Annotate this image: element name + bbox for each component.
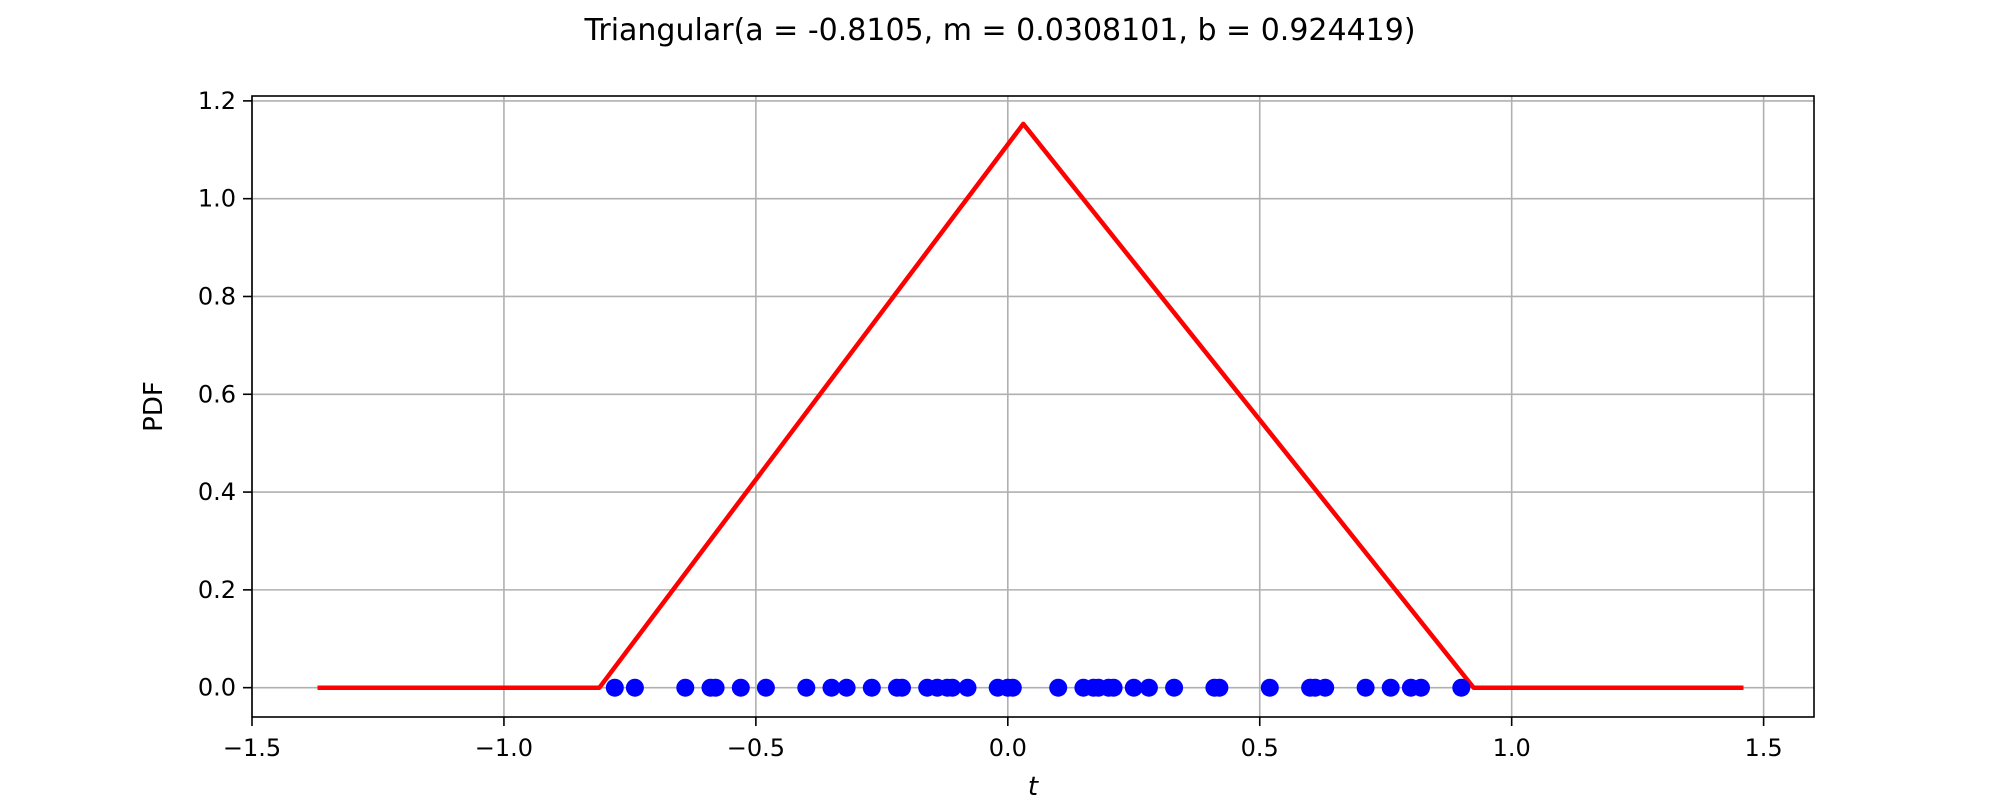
y-tick-label: 1.0: [198, 185, 236, 213]
sample-point: [1316, 678, 1335, 697]
sample-point: [943, 678, 962, 697]
y-tick-label: 0.8: [198, 282, 236, 310]
x-tick-label: 1.5: [1745, 734, 1783, 762]
x-tick-label: 1.0: [1493, 734, 1531, 762]
x-tick-label: −1.0: [475, 734, 533, 762]
x-axis-label: t: [1028, 772, 1039, 800]
sample-point: [756, 678, 775, 697]
sample-point: [1104, 678, 1123, 697]
sample-point: [706, 678, 725, 697]
sample-point: [1003, 678, 1022, 697]
y-axis-label: PDF: [139, 381, 169, 432]
sample-point: [1381, 678, 1400, 697]
sample-point: [822, 678, 841, 697]
chart-title: Triangular(a = -0.8105, m = 0.0308101, b…: [583, 13, 1415, 48]
sample-point: [1049, 678, 1068, 697]
pdf-line: [317, 121, 1744, 690]
sample-point: [1412, 678, 1430, 697]
x-tick-label: −1.5: [223, 734, 281, 762]
sample-point: [1356, 678, 1375, 697]
sample-point: [893, 678, 911, 697]
data-layer: [317, 121, 1744, 697]
y-tick-label: 0.0: [198, 674, 236, 702]
sample-point: [862, 678, 881, 697]
sample-point: [1139, 678, 1158, 697]
x-tick-label: −0.5: [727, 734, 785, 762]
y-tick-label: 0.6: [198, 380, 236, 408]
x-tick-label: 0.0: [989, 734, 1027, 762]
sample-point: [1260, 678, 1279, 697]
y-tick-label: 0.2: [198, 576, 236, 604]
sample-point: [797, 678, 816, 697]
plot-frame: [251, 95, 1815, 718]
tick-layer: −1.5 −1.0 −0.5 0.0 0.5 1.0 1.5 0.0 0.2 0.4 0.6 0.8 1…: [198, 87, 1783, 762]
sample-point: [1210, 678, 1229, 697]
y-tick-label: 1.2: [198, 87, 236, 115]
sample-point: [605, 678, 624, 697]
grid-layer: [251, 96, 1814, 717]
sample-point: [625, 678, 644, 697]
x-tick-label: 0.5: [1241, 734, 1279, 762]
sample-point: [837, 678, 856, 697]
sample-point: [1165, 678, 1184, 697]
sample-point: [676, 678, 695, 697]
y-tick-label: 0.4: [198, 478, 236, 506]
sample-point: [958, 678, 977, 697]
sample-point: [731, 678, 750, 697]
sample-point: [1452, 678, 1471, 697]
sample-point: [1124, 678, 1143, 697]
